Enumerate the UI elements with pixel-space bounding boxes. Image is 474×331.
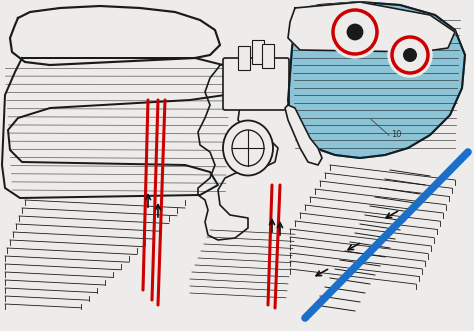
FancyBboxPatch shape bbox=[223, 58, 289, 110]
Polygon shape bbox=[198, 58, 285, 240]
Ellipse shape bbox=[232, 130, 264, 166]
FancyBboxPatch shape bbox=[262, 44, 274, 68]
FancyBboxPatch shape bbox=[252, 40, 264, 64]
Circle shape bbox=[347, 24, 363, 40]
Polygon shape bbox=[288, 2, 465, 158]
Text: 10: 10 bbox=[391, 130, 401, 139]
Ellipse shape bbox=[223, 120, 273, 175]
FancyBboxPatch shape bbox=[238, 46, 250, 70]
Polygon shape bbox=[285, 105, 322, 165]
Polygon shape bbox=[10, 6, 220, 65]
Polygon shape bbox=[2, 58, 245, 198]
Circle shape bbox=[404, 49, 416, 61]
Circle shape bbox=[388, 33, 432, 77]
Polygon shape bbox=[288, 2, 455, 52]
Circle shape bbox=[329, 6, 381, 58]
